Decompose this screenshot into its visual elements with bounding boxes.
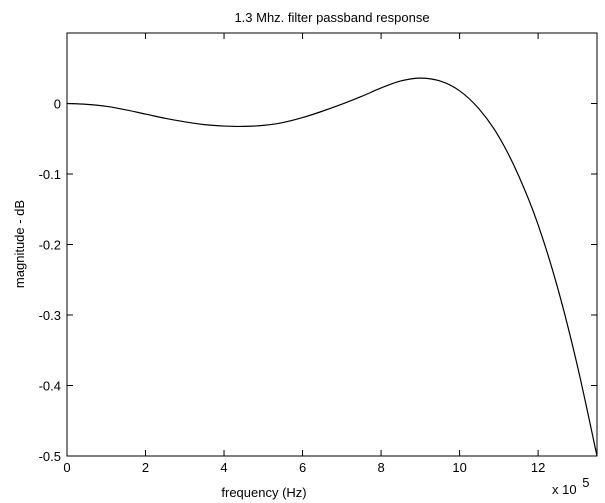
plot-area-frame — [66, 32, 598, 457]
y-tick-label: -0.2 — [39, 238, 61, 253]
x-tick-label: 6 — [299, 460, 306, 475]
y-tick-label: -0.4 — [39, 379, 61, 394]
x-tick-label: 8 — [377, 460, 384, 475]
x-axis-multiplier-base: x 10 — [552, 482, 577, 497]
y-tick-label: -0.1 — [39, 167, 61, 182]
y-axis-ticks: 0 -0.1 -0.2 -0.3 -0.4 -0.5 — [39, 97, 597, 464]
x-tick-label: 4 — [220, 460, 227, 475]
y-tick-label: -0.5 — [39, 449, 61, 464]
series-line-0 — [66, 77, 598, 457]
x-tick-label: 0 — [63, 460, 70, 475]
x-axis-multiplier: x 10 5 — [552, 475, 589, 497]
x-tick-label: 12 — [531, 460, 545, 475]
y-tick-label: 0 — [54, 97, 61, 112]
series-layer — [66, 77, 598, 457]
x-axis-label: frequency (Hz) — [221, 485, 306, 500]
chart-title: 1.3 Mhz. filter passband response — [234, 10, 429, 25]
y-tick-label: -0.3 — [39, 308, 61, 323]
x-tick-label: 10 — [452, 460, 466, 475]
x-axis-multiplier-exponent: 5 — [582, 475, 589, 490]
y-axis-label: magnitude - dB — [12, 200, 27, 288]
x-tick-label: 2 — [142, 460, 149, 475]
x-axis-ticks: 0 2 4 6 8 10 12 — [63, 33, 545, 475]
